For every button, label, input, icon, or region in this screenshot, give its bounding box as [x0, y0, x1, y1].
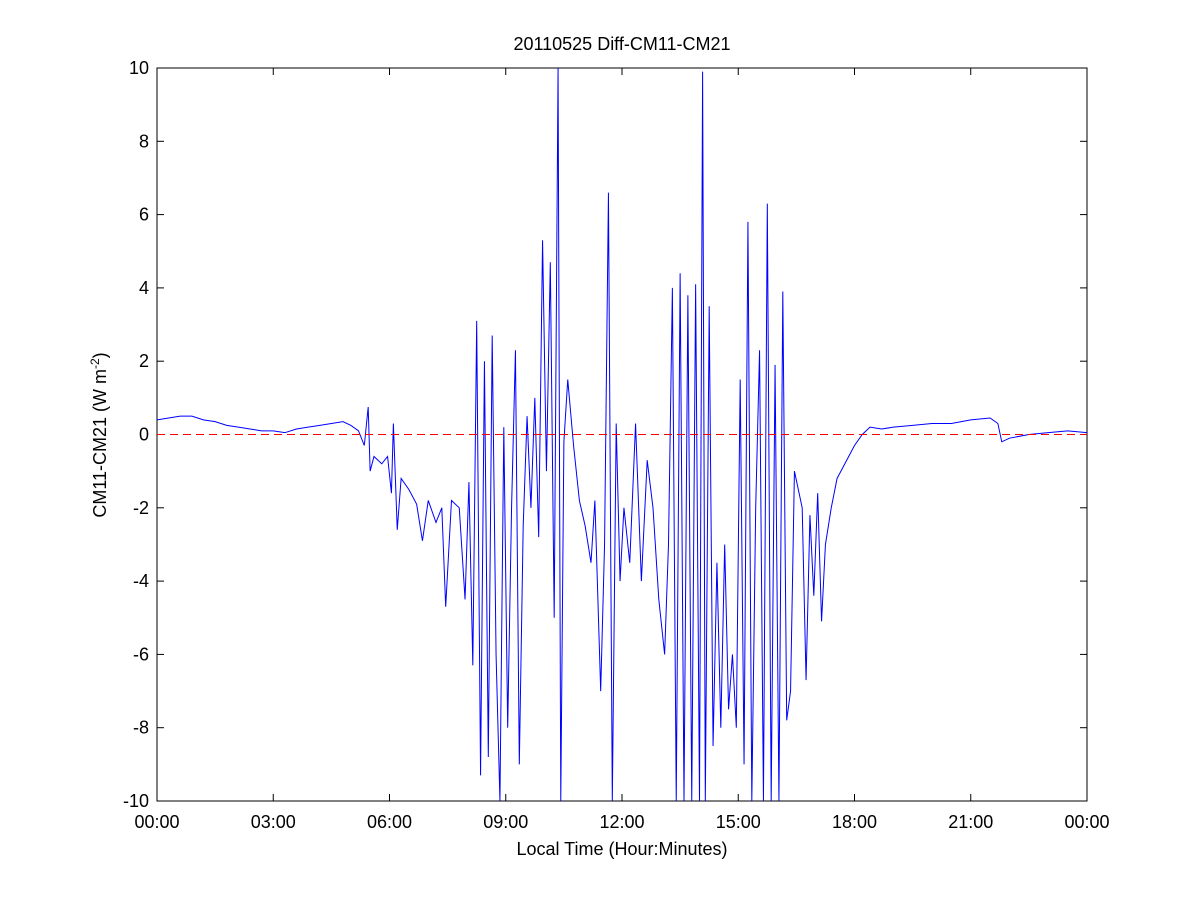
y-axis-label-end: )	[90, 352, 110, 358]
y-tick-label: -2	[133, 498, 149, 518]
x-tick-label: 09:00	[483, 812, 528, 832]
x-tick-label: 00:00	[1064, 812, 1109, 832]
y-tick-label: -8	[133, 718, 149, 738]
y-axis-label-sup: -2	[88, 358, 102, 369]
y-tick-label: 2	[139, 351, 149, 371]
x-tick-label: 12:00	[599, 812, 644, 832]
plot-frame	[156, 67, 1088, 802]
y-axis-label-text: CM11-CM21 (W m	[90, 369, 110, 518]
y-axis-label: CM11-CM21 (W m-2)	[88, 352, 110, 517]
chart-title: 20110525 Diff-CM11-CM21	[513, 34, 730, 54]
y-tick-label: 4	[139, 278, 149, 298]
y-tick-label: -10	[123, 791, 149, 811]
x-tick-label: 18:00	[832, 812, 877, 832]
x-tick-label: 06:00	[367, 812, 412, 832]
y-tick-label: 0	[139, 425, 149, 445]
y-tick-label: 8	[139, 131, 149, 151]
y-tick-label: -4	[133, 571, 149, 591]
x-tick-label: 03:00	[251, 812, 296, 832]
y-tick-label: -6	[133, 644, 149, 664]
x-tick-label: 00:00	[134, 812, 179, 832]
x-axis-label: Local Time (Hour:Minutes)	[516, 839, 727, 859]
x-tick-label: 21:00	[948, 812, 993, 832]
y-tick-label: 6	[139, 205, 149, 225]
y-tick-label: 10	[129, 58, 149, 78]
x-tick-label: 15:00	[716, 812, 761, 832]
data-line	[157, 68, 1087, 801]
